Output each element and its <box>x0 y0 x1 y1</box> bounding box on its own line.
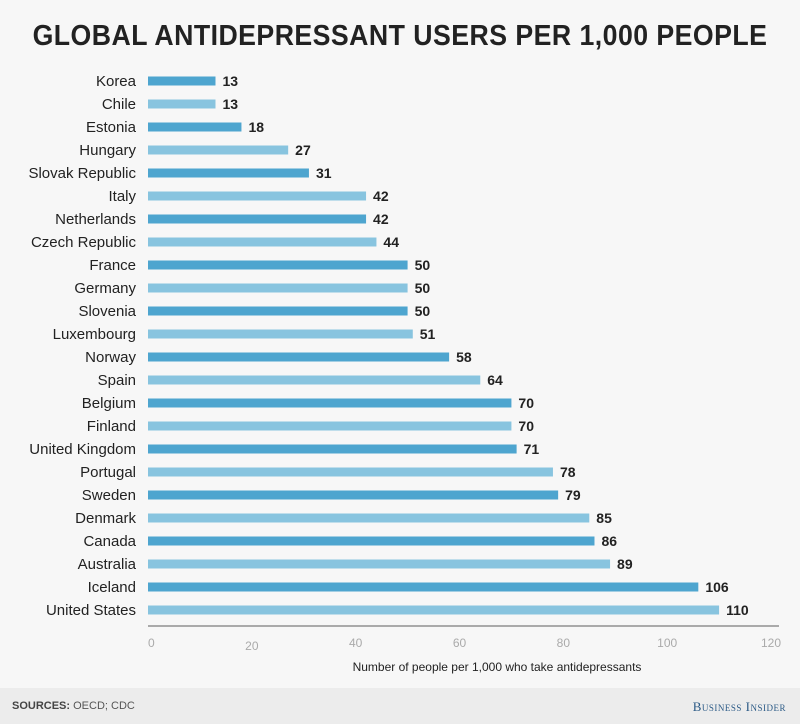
data-label: 70 <box>518 395 534 411</box>
x-tick-label: 80 <box>557 636 571 650</box>
data-label: 110 <box>726 602 749 618</box>
data-label: 42 <box>373 211 389 227</box>
category-label: Norway <box>85 349 136 366</box>
data-label: 50 <box>415 257 431 273</box>
data-label: 44 <box>383 234 399 250</box>
category-label: Finland <box>87 418 136 435</box>
bar <box>148 145 289 155</box>
category-label: Canada <box>83 533 136 550</box>
category-label: Australia <box>78 556 137 573</box>
category-label: Portugal <box>80 464 136 481</box>
x-tick-label: 40 <box>349 636 363 650</box>
bar <box>148 283 408 293</box>
sources-text: OECD; CDC <box>73 700 135 712</box>
data-label: 70 <box>518 418 534 434</box>
bar <box>148 444 517 454</box>
data-label: 18 <box>248 119 264 135</box>
data-label: 58 <box>456 349 472 365</box>
bar <box>148 582 699 592</box>
bar <box>148 398 512 408</box>
bar <box>148 76 216 86</box>
data-label: 85 <box>596 510 612 526</box>
category-label: Germany <box>74 280 136 297</box>
bar <box>148 490 559 500</box>
category-label: Slovak Republic <box>28 165 136 182</box>
category-label: Czech Republic <box>31 234 137 251</box>
data-label: 89 <box>617 556 633 572</box>
data-label: 13 <box>222 96 238 112</box>
category-label: Chile <box>102 96 136 113</box>
bar <box>148 99 216 109</box>
data-label: 50 <box>415 280 431 296</box>
category-label: Korea <box>96 73 137 90</box>
category-label: Estonia <box>86 119 137 136</box>
bar-chart: Korea 13 Chile 13 Estonia 18 Hungary 27 Slovak R… <box>28 73 781 674</box>
category-label: Spain <box>98 372 136 389</box>
data-label: 31 <box>316 165 332 181</box>
bar <box>148 329 413 339</box>
category-label: Italy <box>108 188 136 205</box>
bar <box>148 352 450 362</box>
data-label: 42 <box>373 188 389 204</box>
bar <box>148 214 367 224</box>
x-axis-label: Number of people per 1,000 who take anti… <box>353 660 642 674</box>
footer: SOURCES: OECD; CDC Business Insider <box>0 688 800 724</box>
x-tick-label: 0 <box>148 636 155 650</box>
bar <box>148 559 611 569</box>
bar <box>148 237 377 247</box>
bar <box>148 513 590 523</box>
x-tick-label: 100 <box>657 636 677 650</box>
bar <box>148 536 595 546</box>
bar <box>148 168 309 178</box>
category-label: Hungary <box>79 142 136 159</box>
data-label: 64 <box>487 372 503 388</box>
category-label: Iceland <box>88 579 136 596</box>
sources: SOURCES: OECD; CDC <box>12 700 135 712</box>
category-label: Belgium <box>82 395 136 412</box>
bar <box>148 260 408 270</box>
x-tick-label: 60 <box>453 636 467 650</box>
data-label: 51 <box>420 326 436 342</box>
x-tick-label: 20 <box>245 639 259 653</box>
bar <box>148 375 481 385</box>
category-label: Denmark <box>75 510 136 527</box>
data-label: 27 <box>295 142 311 158</box>
data-label: 71 <box>524 441 540 457</box>
bar <box>148 191 367 201</box>
category-label: United States <box>46 602 136 619</box>
bar <box>148 122 242 132</box>
sources-label: SOURCES: <box>12 700 71 712</box>
bar <box>148 421 512 431</box>
x-tick-label: 120 <box>761 636 781 650</box>
category-label: United Kingdom <box>29 441 136 458</box>
brand-logo: Business Insider <box>692 699 786 714</box>
data-label: 106 <box>705 579 729 595</box>
data-label: 86 <box>601 533 617 549</box>
data-label: 50 <box>415 303 431 319</box>
bar <box>148 306 408 316</box>
category-label: Slovenia <box>78 303 136 320</box>
data-label: 78 <box>560 464 576 480</box>
bar <box>148 467 553 477</box>
data-label: 79 <box>565 487 581 503</box>
category-label: Netherlands <box>55 211 136 228</box>
chart-title: GLOBAL ANTIDEPRESSANT USERS PER 1,000 PE… <box>32 20 768 52</box>
data-label: 13 <box>222 73 238 89</box>
category-label: France <box>89 257 136 274</box>
category-label: Sweden <box>82 487 136 504</box>
bar <box>148 605 720 615</box>
category-label: Luxembourg <box>53 326 136 343</box>
